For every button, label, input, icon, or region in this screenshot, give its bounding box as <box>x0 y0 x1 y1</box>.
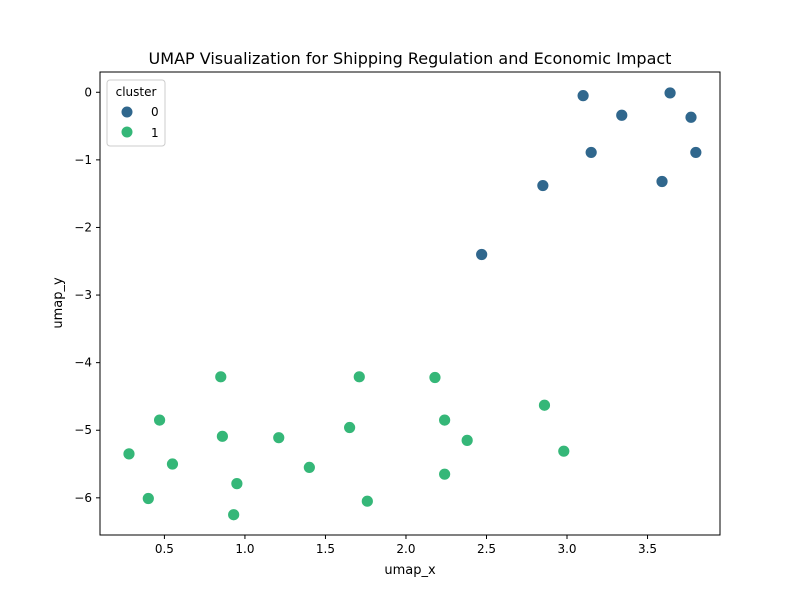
data-point-cluster-1 <box>428 371 442 384</box>
y-tick-label: −6 <box>74 491 92 505</box>
y-tick-label: −4 <box>74 356 92 370</box>
data-point-cluster-0 <box>689 146 703 159</box>
data-point-cluster-1 <box>230 477 244 491</box>
x-axis: 0.5 1.0 1.5 2.0 2.5 3.0 3.5 <box>155 535 657 556</box>
data-point-cluster-1 <box>153 413 166 427</box>
y-tick-label: −2 <box>74 220 92 234</box>
y-tick-label: −1 <box>74 153 92 167</box>
data-point-cluster-0 <box>615 108 629 122</box>
data-point-cluster-0 <box>584 146 598 159</box>
x-tick-label: 3.5 <box>638 542 657 556</box>
plot-area <box>122 86 703 522</box>
legend-marker-0 <box>120 105 134 119</box>
data-point-cluster-1 <box>166 457 179 471</box>
data-point-cluster-1 <box>557 444 571 458</box>
y-axis-label: umap_y <box>51 277 66 329</box>
data-point-cluster-1 <box>538 398 551 412</box>
data-point-cluster-0 <box>475 248 489 261</box>
data-point-cluster-0 <box>576 89 590 103</box>
data-point-cluster-1 <box>343 421 357 434</box>
x-axis-label: umap_x <box>384 563 436 578</box>
data-point-cluster-1 <box>141 492 155 505</box>
x-tick-label: 2.0 <box>396 542 415 556</box>
legend-label-1: 1 <box>151 126 159 140</box>
data-point-cluster-1 <box>215 429 229 443</box>
data-point-cluster-0 <box>536 179 550 192</box>
chart-title: UMAP Visualization for Shipping Regulati… <box>149 49 672 68</box>
data-point-cluster-1 <box>122 447 136 461</box>
legend-label-0: 0 <box>151 105 159 119</box>
x-tick-label: 0.5 <box>155 542 174 556</box>
data-point-cluster-1 <box>438 467 452 481</box>
x-tick-label: 2.5 <box>477 542 496 556</box>
x-tick-label: 1.5 <box>316 542 335 556</box>
data-point-cluster-0 <box>684 110 698 124</box>
data-point-cluster-1 <box>272 431 286 445</box>
plot-frame <box>99 71 721 536</box>
data-point-cluster-1 <box>460 433 474 447</box>
data-point-cluster-0 <box>655 175 669 188</box>
data-point-cluster-0 <box>663 86 677 100</box>
x-tick-label: 1.0 <box>235 542 254 556</box>
data-point-cluster-1 <box>352 370 366 384</box>
data-point-cluster-1 <box>227 508 241 522</box>
y-axis: 0 −1 −2 −3 −4 −5 −6 <box>74 85 100 505</box>
data-point-cluster-1 <box>302 461 316 474</box>
data-point-cluster-1 <box>438 413 452 427</box>
legend-marker-1 <box>120 125 134 139</box>
y-tick-label: 0 <box>84 85 92 99</box>
data-point-cluster-1 <box>360 494 374 508</box>
x-tick-label: 3.0 <box>557 542 576 556</box>
legend: cluster 0 1 <box>106 79 166 147</box>
data-point-cluster-1 <box>214 370 228 384</box>
legend-title: cluster <box>116 85 157 99</box>
y-tick-label: −3 <box>74 288 92 302</box>
y-tick-label: −5 <box>74 423 92 437</box>
